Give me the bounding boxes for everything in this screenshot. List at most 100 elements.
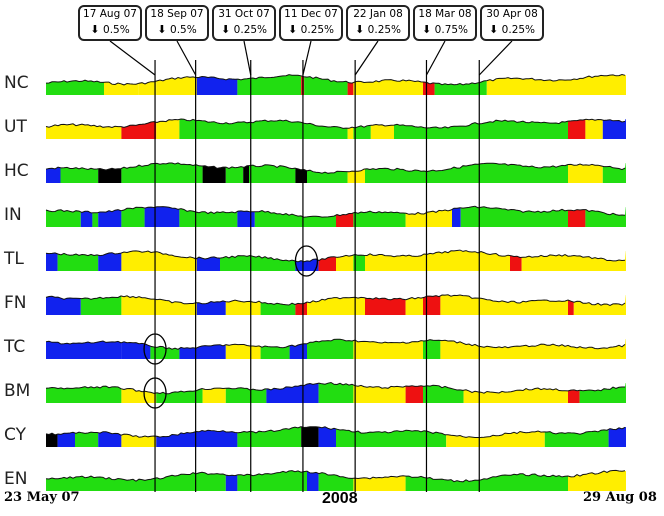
segment-hc-6 (243, 163, 249, 183)
segment-en-8 (568, 471, 626, 491)
callout-change: 0.25% (367, 24, 402, 36)
callout-change: 0.5% (170, 24, 197, 36)
segment-cy-8 (318, 427, 336, 447)
row-label-en: EN (4, 469, 28, 489)
segment-ut-2 (156, 119, 180, 139)
segment-fn-0 (46, 295, 81, 315)
down-arrow-icon: ⬇ (157, 23, 171, 36)
segment-cy-0 (46, 427, 58, 447)
segment-in-5 (144, 207, 180, 227)
band-mask-en (46, 469, 626, 482)
down-arrow-icon: ⬇ (354, 23, 368, 36)
event-leader-1 (176, 40, 197, 76)
callout-0: 17 Aug 07 ⬇ 0.5% (78, 5, 142, 41)
band-mask-cy (46, 425, 626, 438)
segment-hc-8 (295, 163, 307, 183)
segment-cy-12 (608, 427, 626, 447)
row-label-in: IN (4, 205, 22, 225)
callout-4: 22 Jan 08 ⬇ 0.25% (346, 5, 410, 41)
row-ut (45, 117, 626, 139)
callout-date: 18 Mar 08 (418, 8, 472, 20)
x-mid-label: 2008 (322, 490, 358, 507)
segment-tl-11 (510, 251, 522, 271)
segment-fn-12 (568, 295, 574, 315)
segment-ut-9 (585, 119, 603, 139)
down-arrow-icon: ⬇ (220, 23, 234, 36)
segment-in-1 (80, 207, 93, 227)
callout-change: 0.25% (233, 24, 268, 36)
segment-tl-9 (353, 251, 365, 271)
callout-change: 0.25% (300, 24, 335, 36)
event-leader-5 (425, 40, 446, 76)
callout-5: 18 Mar 08 ⬇ 0.75% (413, 5, 477, 41)
callout-2: 31 Oct 07 ⬇ 0.25% (212, 5, 276, 41)
segment-en-1 (225, 471, 238, 491)
row-label-cy: CY (4, 425, 26, 445)
segment-fn-9 (405, 295, 423, 315)
callout-1: 18 Sep 07 ⬇ 0.5% (145, 5, 209, 41)
callout-date: 31 Oct 07 (218, 8, 270, 20)
segment-nc-3 (156, 75, 197, 95)
band-mask-fn (46, 293, 626, 306)
row-cy (45, 425, 626, 447)
segment-fn-8 (365, 295, 406, 315)
band-edge-tc (45, 338, 626, 350)
band-mask-tl (46, 249, 626, 262)
band-edge-en (45, 469, 626, 483)
segment-hc-12 (568, 163, 603, 183)
callout-change: 0.5% (103, 24, 130, 36)
row-label-tc: TC (4, 337, 26, 357)
callout-change: 0.25% (501, 24, 536, 36)
callout-3: 11 Dec 07 ⬇ 0.25% (279, 5, 343, 41)
segment-tl-2 (98, 251, 122, 271)
down-arrow-icon: ⬇ (90, 23, 104, 36)
row-label-tl: TL (4, 249, 24, 269)
segment-cy-7 (301, 427, 319, 447)
circle-mark-1 (143, 333, 167, 365)
segment-ut-8 (568, 119, 586, 139)
callout-change: 0.75% (434, 24, 469, 36)
segment-in-12 (452, 207, 461, 227)
row-fn (45, 293, 626, 315)
segment-nc-4 (196, 75, 238, 95)
row-hc (45, 161, 626, 183)
down-arrow-icon: ⬇ (287, 23, 301, 36)
event-leader-3 (302, 40, 312, 76)
event-leader-2 (243, 40, 252, 76)
segment-in-4 (121, 207, 145, 227)
band-edge-fn (45, 294, 626, 306)
segment-hc-7 (249, 163, 296, 183)
band-edge-in (45, 205, 626, 218)
segment-nc-10 (423, 75, 435, 95)
callout-date: 22 Jan 08 (353, 8, 403, 20)
down-arrow-icon: ⬇ (488, 23, 502, 36)
band-mask-bm (46, 381, 626, 394)
row-label-ut: UT (4, 117, 27, 137)
row-tc (45, 337, 626, 359)
callout-date: 30 Apr 08 (486, 8, 538, 20)
band-edge-nc (45, 73, 626, 86)
segment-nc-5 (237, 75, 302, 95)
row-bm (45, 381, 626, 403)
down-arrow-icon: ⬇ (421, 23, 435, 36)
segment-hc-3 (121, 163, 203, 183)
segment-fn-1 (80, 295, 122, 315)
x-start-label: 23 May 07 (4, 490, 80, 505)
segment-bm-7 (353, 383, 406, 403)
row-in (45, 205, 626, 227)
segment-bm-8 (405, 383, 423, 403)
band-edge-bm (45, 381, 625, 395)
callout-date: 11 Dec 07 (284, 8, 338, 20)
row-label-nc: NC (4, 73, 29, 93)
segment-tc-9 (423, 339, 441, 359)
event-leader-6 (478, 40, 513, 76)
segment-en-2 (237, 471, 307, 491)
segment-in-2 (92, 207, 99, 227)
row-tl (45, 249, 626, 271)
segment-bm-6 (318, 383, 354, 403)
segment-ut-4 (347, 119, 354, 139)
circle-mark-0 (294, 245, 319, 277)
x-end-label: 29 Aug 08 (583, 490, 657, 505)
row-label-bm: BM (4, 381, 31, 401)
